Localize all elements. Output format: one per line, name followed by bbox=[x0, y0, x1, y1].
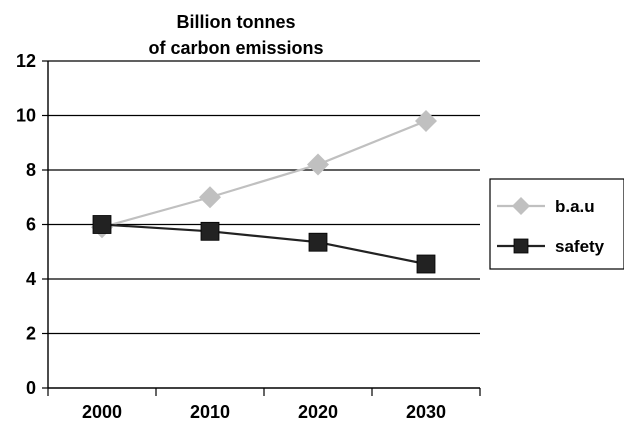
y-tick-label: 4 bbox=[26, 269, 36, 289]
x-tick-label: 2030 bbox=[406, 402, 446, 422]
x-tick-label: 2000 bbox=[82, 402, 122, 422]
x-tick-labels: 2000 2010 2020 2030 bbox=[82, 402, 446, 422]
data-point bbox=[308, 232, 328, 252]
legend-marker bbox=[513, 238, 529, 254]
legend-label: safety bbox=[555, 237, 605, 256]
series-safety bbox=[92, 215, 436, 274]
chart-title-line-2: of carbon emissions bbox=[148, 38, 323, 58]
data-point bbox=[199, 186, 221, 209]
y-tick-label: 10 bbox=[16, 106, 36, 126]
data-point bbox=[200, 221, 220, 241]
legend: b.a.u safety bbox=[489, 178, 624, 270]
series-line bbox=[101, 223, 427, 266]
series-group bbox=[91, 109, 437, 274]
y-tick-label: 6 bbox=[26, 215, 36, 235]
y-tick-label: 8 bbox=[26, 160, 36, 180]
series-line bbox=[101, 119, 427, 229]
legend-label: b.a.u bbox=[555, 197, 595, 216]
data-point bbox=[92, 215, 112, 234]
data-point bbox=[415, 109, 437, 132]
legend-box bbox=[489, 178, 624, 270]
y-tick-label: 0 bbox=[26, 378, 36, 398]
data-point bbox=[307, 153, 329, 176]
legend-marker bbox=[512, 197, 530, 215]
x-tick-label: 2010 bbox=[190, 402, 230, 422]
series-b-a-u bbox=[91, 109, 437, 239]
x-tick-label: 2020 bbox=[298, 402, 338, 422]
y-tick-label: 12 bbox=[16, 51, 36, 71]
gridlines bbox=[48, 60, 480, 335]
data-point bbox=[416, 254, 436, 274]
y-tick-labels: 0 2 4 6 8 10 12 bbox=[16, 51, 36, 398]
y-tick-label: 2 bbox=[26, 324, 36, 344]
chart-title-line-1: Billion tonnes bbox=[177, 12, 296, 32]
axes bbox=[42, 60, 481, 396]
